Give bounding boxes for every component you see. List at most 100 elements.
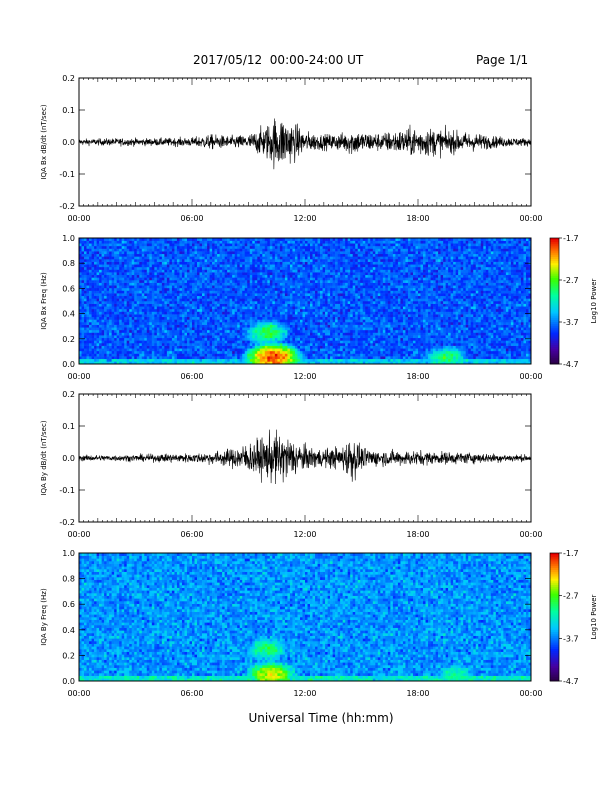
spectrogram-cell [262,361,266,365]
spectrogram-cell [94,253,97,257]
spectrogram-cell [111,340,115,344]
spectrogram-cell [267,332,271,336]
spectrogram-cell [86,322,90,325]
spectrogram-cell [124,350,128,354]
spectrogram-cell [244,295,248,299]
spectrogram-cell [126,311,130,315]
spectrogram-cell [222,280,225,283]
spectrogram-cell [189,293,193,297]
spectrogram-cell [161,356,165,360]
spectrogram-cell [184,280,188,283]
spectrogram-cell [209,282,213,286]
spectrogram-cell [106,332,110,336]
spectrogram-cell [144,280,148,283]
spectrogram-cell [214,322,218,325]
spectrogram-cell [209,303,213,307]
spectrogram-cell [310,274,313,278]
spectrogram-cell [106,245,110,249]
spectrogram-cell [274,282,278,286]
spectrogram-cell [237,245,241,249]
spectrogram-cell [330,356,333,360]
spectrogram-cell [139,343,143,346]
spectrogram-cell [269,301,273,304]
spectrogram-cell [106,329,110,333]
spectrogram-cell [86,274,90,278]
spectrogram-cell [111,240,115,244]
spectrogram-cell [312,324,316,328]
spectrogram-cell [169,350,173,354]
spectrogram-cell [299,238,303,241]
spectrogram-cell [249,274,253,278]
spectrogram-cell [234,240,238,244]
spectrogram-cell [262,248,266,252]
spectrogram-cell [119,259,122,262]
spectrogram-cell [219,314,223,318]
spectrogram-cell [204,290,208,294]
spectrogram-cell [96,306,100,310]
spectrogram-cell [139,243,143,247]
spectrogram-cell [111,245,115,249]
spectrogram-cell [320,245,323,249]
spectrogram-cell [262,306,266,310]
spectrogram-cell [257,332,261,336]
spectrogram-cell [327,319,331,323]
spectrogram-cell [202,251,205,255]
spectrogram-cell [305,324,308,328]
spectrogram-cell [119,298,122,302]
spectrogram-cell [267,238,271,241]
spectrogram-cell [310,324,313,328]
spectrogram-cell [179,277,183,281]
spectrogram-cell [212,240,215,244]
spectrogram-cell [264,293,268,297]
spectrogram-cell [94,280,97,283]
spectrogram-cell [194,327,198,331]
spectrogram-cell [264,350,268,354]
spectrogram-cell [174,332,178,336]
spectrogram-cell [305,243,308,247]
spectrogram-cell [179,306,183,310]
spectrogram-cell [267,295,271,299]
spectrogram-cell [151,324,155,328]
spectrogram-cell [86,251,90,255]
spectrogram-cell [161,303,165,307]
spectrogram-cell [242,340,246,344]
spectrogram-cell [232,298,235,302]
spectrogram-cell [214,245,218,249]
spectrogram-cell [327,361,331,365]
spectrogram-cell [204,238,208,241]
spectrogram-cell [176,332,180,336]
spectrogram-cell [139,285,143,289]
spectrogram-cell [312,253,316,257]
spectrogram-cell [274,348,278,352]
spectrogram-cell [194,337,198,341]
spectrogram-cell [91,327,95,331]
spectrogram-cell [259,306,263,310]
spectrogram-cell [149,251,153,255]
spectrogram-cell [299,327,303,331]
spectrogram-cell [106,301,110,304]
spectrogram-cell [186,285,190,289]
spectrogram-cell [335,353,338,357]
spectrogram-cell [169,290,173,294]
spectrogram-cell [287,345,291,349]
spectrogram-cell [169,306,173,310]
spectrogram-cell [202,332,205,336]
spectrogram-cell [129,295,133,299]
spectrogram-cell [312,269,316,273]
spectrogram-cell [325,264,328,268]
spectrogram-cell [212,243,215,247]
spectrogram-cell [186,316,190,320]
spectrogram-cell [166,311,170,315]
spectrogram-cell [317,308,321,312]
spectrogram-cell [104,277,107,281]
spectrogram-cell [189,251,193,255]
spectrogram-cell [232,251,235,255]
spectrogram-cell [136,308,140,312]
spectrogram-cell [267,282,271,286]
spectrogram-cell [289,350,293,354]
spectrogram-cell [101,251,105,255]
spectrogram-cell [292,293,296,297]
spectrogram-cell [116,269,120,273]
spectrogram-cell [99,238,102,241]
spectrogram-cell [332,324,336,328]
